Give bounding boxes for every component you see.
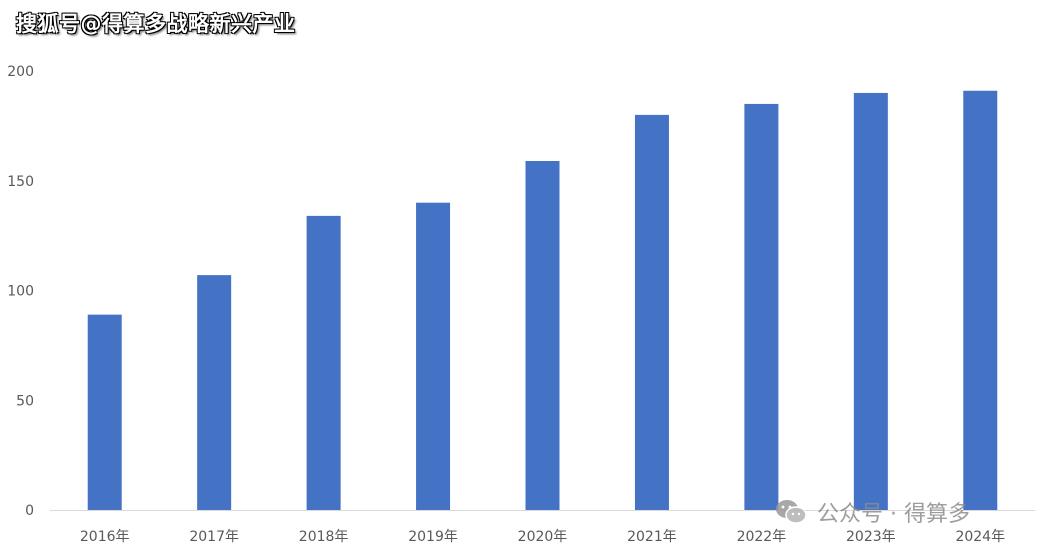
x-tick-label: 2017年 bbox=[189, 529, 239, 545]
y-axis-ticks: 0 50 100 150 200 bbox=[7, 64, 34, 519]
y-tick-label: 200 bbox=[7, 64, 34, 80]
bar bbox=[416, 202, 451, 510]
bar bbox=[197, 275, 232, 510]
y-tick-label: 150 bbox=[7, 174, 34, 190]
watermark-wechat-text: 公众号 · 得算多 bbox=[817, 502, 970, 527]
x-tick-label: 2016年 bbox=[80, 529, 130, 545]
bar bbox=[853, 92, 888, 510]
x-tick-label: 2018年 bbox=[299, 529, 349, 545]
x-tick-label: 2019年 bbox=[408, 529, 458, 545]
bar bbox=[87, 314, 122, 510]
x-tick-label: 2022年 bbox=[737, 529, 787, 545]
watermark-wechat: 公众号 · 得算多 bbox=[775, 496, 970, 528]
bar bbox=[744, 103, 779, 511]
bars bbox=[87, 90, 998, 511]
x-axis-ticks: 2016年 2017年 2018年 2019年 2020年 2021年 2022年 2023年… bbox=[80, 529, 1005, 545]
wechat-icon bbox=[776, 500, 807, 524]
bar bbox=[963, 90, 998, 510]
x-tick-label: 2024年 bbox=[955, 529, 1005, 545]
y-tick-label: 0 bbox=[25, 503, 34, 519]
x-tick-label: 2023年 bbox=[846, 529, 896, 545]
bar bbox=[525, 160, 560, 510]
y-tick-label: 50 bbox=[16, 393, 34, 409]
bar bbox=[634, 114, 669, 511]
watermark-sohu: 搜狐号@得算多战略新兴产业 bbox=[16, 12, 296, 36]
y-tick-label: 100 bbox=[7, 284, 34, 300]
bar bbox=[306, 215, 341, 510]
x-tick-label: 2021年 bbox=[627, 529, 677, 545]
x-tick-label: 2020年 bbox=[518, 529, 568, 545]
